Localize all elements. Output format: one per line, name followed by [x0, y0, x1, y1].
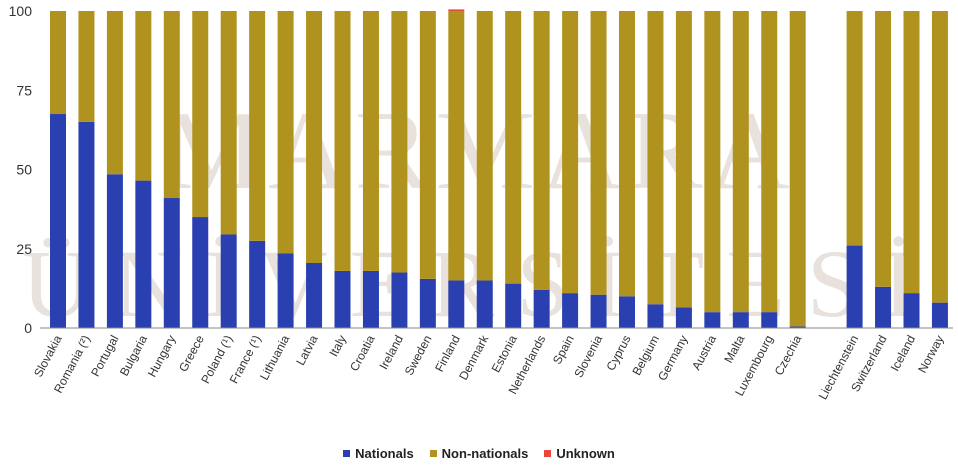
bar-non-nationals	[50, 11, 66, 115]
x-tick-label: Malta	[721, 333, 747, 366]
bar-nationals	[647, 304, 664, 328]
bar-nationals	[106, 174, 123, 328]
bar-non-nationals	[391, 11, 408, 273]
legend-label-unknown: Unknown	[556, 446, 615, 461]
bar-nationals	[419, 278, 436, 328]
bar-non-nationals	[761, 11, 778, 313]
legend-label-nationals: Nationals	[355, 446, 414, 461]
y-tick-label: 100	[9, 3, 33, 19]
x-tick-label: Austria	[689, 333, 719, 373]
bar-non-nationals	[249, 11, 266, 241]
bar-non-nationals	[590, 11, 607, 295]
bar-non-nationals	[789, 11, 806, 327]
x-tick-label: Norway	[915, 333, 946, 375]
y-tick-label: 75	[16, 82, 32, 98]
bar-nationals	[448, 280, 465, 328]
bar-non-nationals	[476, 11, 493, 281]
bar-non-nationals	[846, 11, 863, 246]
bar-nationals	[704, 312, 721, 328]
x-tick-label: Czechia	[772, 333, 805, 378]
x-tick-label: Greece	[176, 333, 207, 375]
bar-nationals	[590, 294, 607, 328]
y-axis: 0 25 50 75 100	[9, 3, 33, 336]
y-tick-label: 50	[16, 162, 32, 178]
bar-nationals	[761, 312, 778, 328]
bar-non-nationals	[78, 11, 95, 122]
bar-non-nationals	[220, 11, 237, 235]
bar-non-nationals	[533, 11, 550, 290]
bar-non-nationals	[135, 11, 152, 181]
legend-swatch-non-nationals	[429, 450, 437, 457]
bar-non-nationals	[647, 11, 664, 305]
x-tick-label: Iceland	[888, 333, 919, 374]
bar-nationals	[875, 286, 892, 328]
bar-nationals	[78, 121, 95, 328]
bar-non-nationals	[163, 11, 180, 199]
bar-non-nationals	[732, 11, 749, 313]
bar-nationals	[846, 245, 863, 328]
bar-nationals	[931, 302, 948, 328]
x-tick-label: Estonia	[489, 333, 520, 375]
bar-nationals	[135, 180, 152, 328]
bar-non-nationals	[106, 11, 123, 175]
legend-swatch-unknown	[544, 450, 552, 457]
bar-non-nationals	[931, 11, 948, 303]
bar-nationals	[50, 114, 66, 329]
x-tick-label: Cyprus	[603, 333, 633, 373]
bar-nationals	[675, 307, 692, 328]
bar-nationals	[192, 217, 209, 328]
bar-nationals	[533, 289, 550, 328]
bar-non-nationals	[505, 11, 522, 284]
bar-nationals	[334, 270, 351, 328]
bar-nationals	[505, 283, 522, 328]
legend-item-non-nationals: Non-nationals	[429, 446, 529, 461]
bar-non-nationals	[306, 11, 323, 264]
x-tick-label: Finland	[432, 333, 463, 374]
bar-non-nationals	[619, 11, 635, 297]
bar-nationals	[562, 293, 579, 328]
x-tick-label: Hungary	[145, 333, 179, 380]
bar-nationals	[903, 293, 920, 328]
bar-non-nationals	[277, 11, 294, 254]
bar-non-nationals	[192, 11, 209, 218]
bar-nationals	[220, 234, 237, 328]
bar-non-nationals	[448, 11, 465, 281]
bar-non-nationals	[362, 11, 379, 271]
bar-nationals	[163, 198, 180, 328]
legend-item-unknown: Unknown	[544, 446, 615, 461]
legend-item-nationals: Nationals	[343, 446, 414, 461]
bar-nationals	[732, 312, 749, 328]
legend: Nationals Non-nationals Unknown	[0, 446, 958, 461]
bar-nationals	[789, 326, 806, 328]
x-tick-label: Spain	[550, 333, 577, 367]
legend-swatch-nationals	[343, 450, 351, 457]
bar-nationals	[249, 240, 266, 328]
y-tick-label: 0	[24, 320, 32, 336]
x-tick-label: Ireland	[376, 333, 406, 372]
bar-non-nationals	[903, 11, 920, 294]
legend-label-non-nationals: Non-nationals	[441, 446, 529, 461]
bar-non-nationals	[334, 11, 351, 271]
bar-unknown	[448, 9, 465, 11]
bar-non-nationals	[875, 11, 892, 287]
bar-non-nationals	[562, 11, 579, 294]
x-tick-label: Sweden	[402, 333, 435, 378]
bar-nationals	[476, 280, 493, 328]
bar-nationals	[619, 296, 635, 328]
x-tick-label: Latvia	[293, 333, 321, 368]
bar-nationals	[277, 253, 294, 328]
bar-nationals	[306, 263, 323, 328]
x-tick-label: Croatia	[347, 333, 378, 374]
bar-non-nationals	[704, 11, 721, 313]
bar-nationals	[362, 270, 379, 328]
y-tick-label: 25	[16, 241, 32, 257]
bar-non-nationals	[419, 11, 436, 279]
bar-nationals	[391, 272, 408, 328]
bar-non-nationals	[675, 11, 692, 308]
bar-series	[50, 9, 948, 329]
